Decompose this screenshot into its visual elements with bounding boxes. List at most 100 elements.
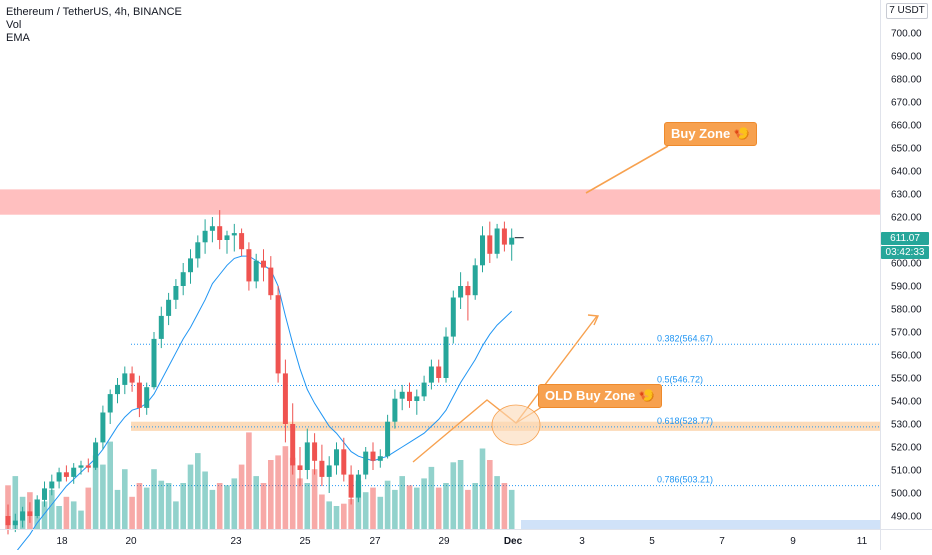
volume-bar [435, 487, 442, 529]
candle-body [158, 315, 164, 339]
volume-bar [406, 485, 413, 529]
candle-body [509, 237, 515, 245]
price-tick-label: 620.00 [891, 213, 922, 224]
candle-body [458, 286, 464, 298]
candle-body [282, 373, 288, 424]
candle-body [290, 424, 296, 466]
time-tick-label: 23 [230, 536, 242, 547]
candle-body [392, 398, 398, 422]
volume-bar [216, 483, 223, 529]
ema-line [12, 255, 513, 555]
price-tick-label: 600.00 [891, 259, 922, 270]
volume-bar [443, 483, 449, 529]
fib-label: 0.786(503.21) [657, 475, 713, 485]
volume-bar [326, 501, 332, 529]
candle-body [450, 297, 456, 337]
time-tick-label: 3 [579, 536, 585, 547]
price-tick-label: 670.00 [891, 98, 922, 109]
volume-bar [494, 476, 500, 529]
time-tick-label: 27 [369, 536, 381, 547]
symbol-title[interactable]: Ethereum / TetherUS, 4h, BINANCE [6, 6, 182, 18]
volume-bar [129, 496, 135, 529]
candle-body [385, 421, 391, 457]
volume-bar [49, 489, 55, 529]
volume-bar [224, 485, 230, 529]
volume-bar [85, 487, 92, 529]
candle-body [414, 396, 420, 401]
candle-body [100, 412, 106, 443]
time-tick-label: 5 [649, 536, 655, 547]
price-tick-label: 550.00 [891, 374, 922, 385]
price-tick-label: 540.00 [891, 397, 922, 408]
volume-bar [289, 457, 296, 529]
volume-bar [180, 483, 186, 529]
volume-bar [333, 506, 340, 529]
candle-body [297, 465, 303, 470]
currency-unit-button[interactable]: 7 USDT [886, 3, 928, 19]
candle-body [494, 228, 500, 254]
candle-body [501, 228, 507, 245]
volume-bar [457, 460, 464, 529]
candle-body [5, 516, 11, 526]
price-tick-label: 660.00 [891, 121, 922, 132]
volume-bar [341, 503, 347, 529]
candle-body [334, 449, 339, 466]
price-tick-label: 570.00 [891, 328, 922, 339]
volume-bar [319, 494, 325, 529]
volume-bar [428, 466, 435, 529]
bar-countdown-tag: 03:42:33 [881, 246, 929, 259]
candle-body [71, 467, 77, 477]
ema-layer [12, 255, 513, 555]
candle-body [436, 366, 442, 378]
candle-layer [5, 210, 524, 535]
indicator-vol[interactable]: Vol [6, 19, 22, 31]
candle-body [275, 295, 281, 374]
chart-legend[interactable]: Ethereum / TetherUS, 4h, BINANCE Vol EMA [6, 6, 182, 45]
candle-body [370, 451, 376, 461]
volume-bar [246, 432, 252, 529]
candle-body [217, 226, 223, 240]
price-tick-label: 690.00 [891, 52, 922, 63]
candle-body [173, 286, 179, 300]
time-tick-label: 29 [438, 536, 450, 547]
candle-body [312, 442, 318, 461]
price-tick-label: 630.00 [891, 190, 922, 201]
fib-label: 0.5(546.72) [657, 375, 703, 385]
volume-bar [362, 492, 369, 529]
fib-label: 0.382(564.67) [657, 333, 713, 343]
price-tick-label: 650.00 [891, 144, 922, 155]
candle-body [49, 481, 55, 489]
price-axis-border [880, 0, 881, 550]
candle-body [480, 235, 485, 266]
candle-body [399, 391, 405, 399]
candle-body [465, 286, 471, 296]
price-tick-label: 520.00 [891, 443, 922, 454]
volume-bar [12, 476, 19, 529]
volume-bar [282, 446, 289, 529]
candle-body [129, 373, 135, 383]
volume-bar [253, 476, 259, 529]
volume-bar [165, 483, 172, 529]
annotation-arrow-layer [412, 145, 669, 463]
price-tick-label: 590.00 [891, 282, 922, 293]
indicator-ema[interactable]: EMA [6, 32, 30, 44]
volume-layer [5, 432, 880, 529]
candle-body [115, 384, 120, 395]
price-tick-label: 640.00 [891, 167, 922, 178]
volume-bar [41, 501, 48, 529]
candle-body [122, 373, 128, 385]
candle-body [355, 474, 361, 498]
candle-body [348, 474, 354, 498]
price-tick-label: 500.00 [891, 489, 922, 500]
visible-range-bar [521, 520, 880, 529]
volume-bar [114, 489, 121, 529]
candle-body [202, 230, 208, 243]
volume-bar [56, 506, 62, 529]
volume-bar [195, 453, 201, 529]
volume-bar [304, 483, 311, 529]
buy-zone-callout[interactable]: Buy Zone 🍤 [664, 122, 758, 146]
old-buy-zone-callout[interactable]: OLD Buy Zone 🍤 [538, 384, 663, 408]
volume-bar [275, 455, 281, 529]
